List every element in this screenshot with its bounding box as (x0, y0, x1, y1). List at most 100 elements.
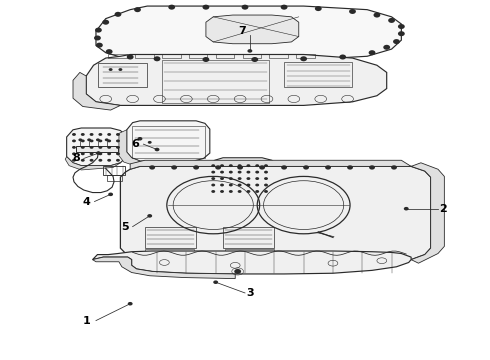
Circle shape (90, 139, 94, 142)
Circle shape (98, 139, 102, 142)
Circle shape (119, 68, 122, 71)
Circle shape (238, 190, 242, 193)
Circle shape (81, 159, 85, 162)
Polygon shape (76, 146, 118, 152)
Circle shape (246, 164, 250, 167)
Circle shape (229, 190, 233, 193)
Circle shape (116, 139, 120, 142)
Circle shape (264, 190, 268, 193)
Circle shape (220, 190, 224, 193)
Circle shape (368, 50, 375, 55)
Circle shape (388, 18, 395, 23)
Circle shape (98, 146, 102, 149)
Text: 5: 5 (122, 222, 129, 231)
Text: 2: 2 (439, 204, 447, 214)
Circle shape (229, 171, 233, 174)
Circle shape (264, 171, 268, 174)
Circle shape (147, 214, 152, 218)
Polygon shape (127, 121, 210, 161)
Circle shape (98, 159, 102, 162)
Circle shape (87, 138, 91, 141)
Circle shape (246, 184, 250, 186)
Circle shape (108, 193, 113, 196)
Circle shape (347, 165, 353, 170)
Text: 6: 6 (131, 139, 139, 149)
Circle shape (116, 159, 120, 162)
Circle shape (211, 184, 215, 186)
Circle shape (300, 56, 307, 61)
Circle shape (107, 159, 111, 162)
Circle shape (98, 152, 102, 155)
Circle shape (202, 57, 209, 62)
Circle shape (116, 152, 120, 155)
Circle shape (246, 190, 250, 193)
Circle shape (94, 36, 101, 41)
Circle shape (211, 190, 215, 193)
Circle shape (211, 164, 215, 167)
Circle shape (81, 152, 85, 155)
Circle shape (398, 24, 405, 29)
Polygon shape (93, 251, 411, 274)
Circle shape (220, 177, 224, 180)
Circle shape (251, 57, 258, 62)
Circle shape (138, 137, 143, 140)
Circle shape (134, 7, 141, 12)
Circle shape (107, 139, 111, 142)
Circle shape (90, 133, 94, 136)
Circle shape (264, 164, 268, 167)
Polygon shape (206, 15, 299, 44)
Circle shape (107, 146, 111, 149)
Circle shape (211, 171, 215, 174)
Circle shape (255, 177, 259, 180)
Circle shape (369, 165, 375, 170)
Circle shape (246, 177, 250, 180)
Circle shape (96, 138, 100, 141)
Polygon shape (96, 6, 401, 60)
Polygon shape (121, 166, 431, 260)
Text: 4: 4 (82, 197, 90, 207)
Circle shape (303, 165, 309, 170)
Polygon shape (208, 158, 278, 196)
Circle shape (264, 177, 268, 180)
Circle shape (107, 152, 111, 155)
Circle shape (242, 5, 248, 10)
Polygon shape (93, 257, 235, 279)
Circle shape (373, 13, 380, 18)
Circle shape (247, 49, 252, 53)
Polygon shape (65, 157, 121, 170)
Circle shape (202, 5, 209, 10)
Circle shape (238, 184, 242, 186)
Circle shape (115, 12, 122, 17)
Circle shape (264, 184, 268, 186)
Circle shape (220, 164, 224, 167)
Circle shape (383, 45, 390, 50)
Circle shape (107, 133, 111, 136)
Circle shape (78, 138, 82, 141)
Circle shape (255, 171, 259, 174)
Circle shape (168, 5, 175, 10)
Circle shape (229, 177, 233, 180)
Polygon shape (73, 72, 121, 110)
Circle shape (149, 165, 155, 170)
Circle shape (238, 177, 242, 180)
Polygon shape (411, 163, 444, 263)
Circle shape (215, 165, 221, 170)
Circle shape (72, 159, 76, 162)
Circle shape (281, 5, 288, 10)
Circle shape (246, 171, 250, 174)
Circle shape (116, 146, 120, 149)
Circle shape (95, 28, 102, 33)
Circle shape (229, 164, 233, 167)
Circle shape (213, 280, 218, 284)
Circle shape (315, 6, 322, 11)
Circle shape (237, 165, 243, 170)
Circle shape (81, 133, 85, 136)
Circle shape (72, 139, 76, 142)
Text: 1: 1 (82, 316, 90, 325)
Circle shape (96, 42, 103, 48)
Circle shape (234, 269, 241, 274)
Circle shape (211, 177, 215, 180)
Polygon shape (86, 54, 387, 105)
Circle shape (220, 184, 224, 186)
Polygon shape (130, 160, 411, 169)
